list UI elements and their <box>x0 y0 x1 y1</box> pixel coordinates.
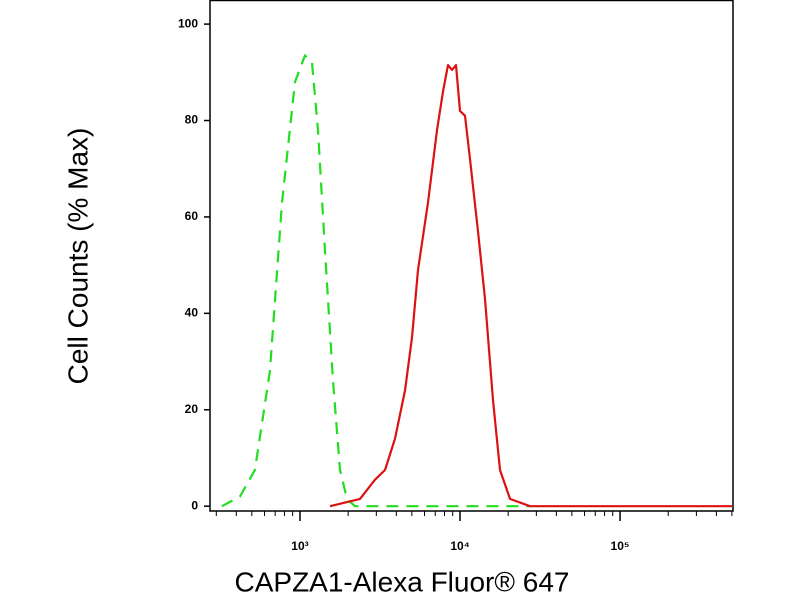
y-axis-title: Cell Counts (% Max) <box>62 128 93 385</box>
y-tick-label: 20 <box>185 402 199 416</box>
x-tick-label: 10³ <box>291 539 308 553</box>
y-tick-label: 40 <box>185 306 199 320</box>
y-tick-label: 80 <box>185 113 199 127</box>
y-tick-label: 100 <box>178 16 198 30</box>
y-tick-label: 60 <box>185 209 199 223</box>
series-line <box>221 54 530 508</box>
x-tick-label: 10⁵ <box>611 539 630 553</box>
series-line <box>329 63 732 508</box>
x-axis-title: CAPZA1-Alexa Fluor® 647 <box>235 566 570 597</box>
plot-frame <box>209 0 734 512</box>
x-tick-label: 10⁴ <box>450 539 469 553</box>
y-tick-label: 0 <box>191 498 198 512</box>
